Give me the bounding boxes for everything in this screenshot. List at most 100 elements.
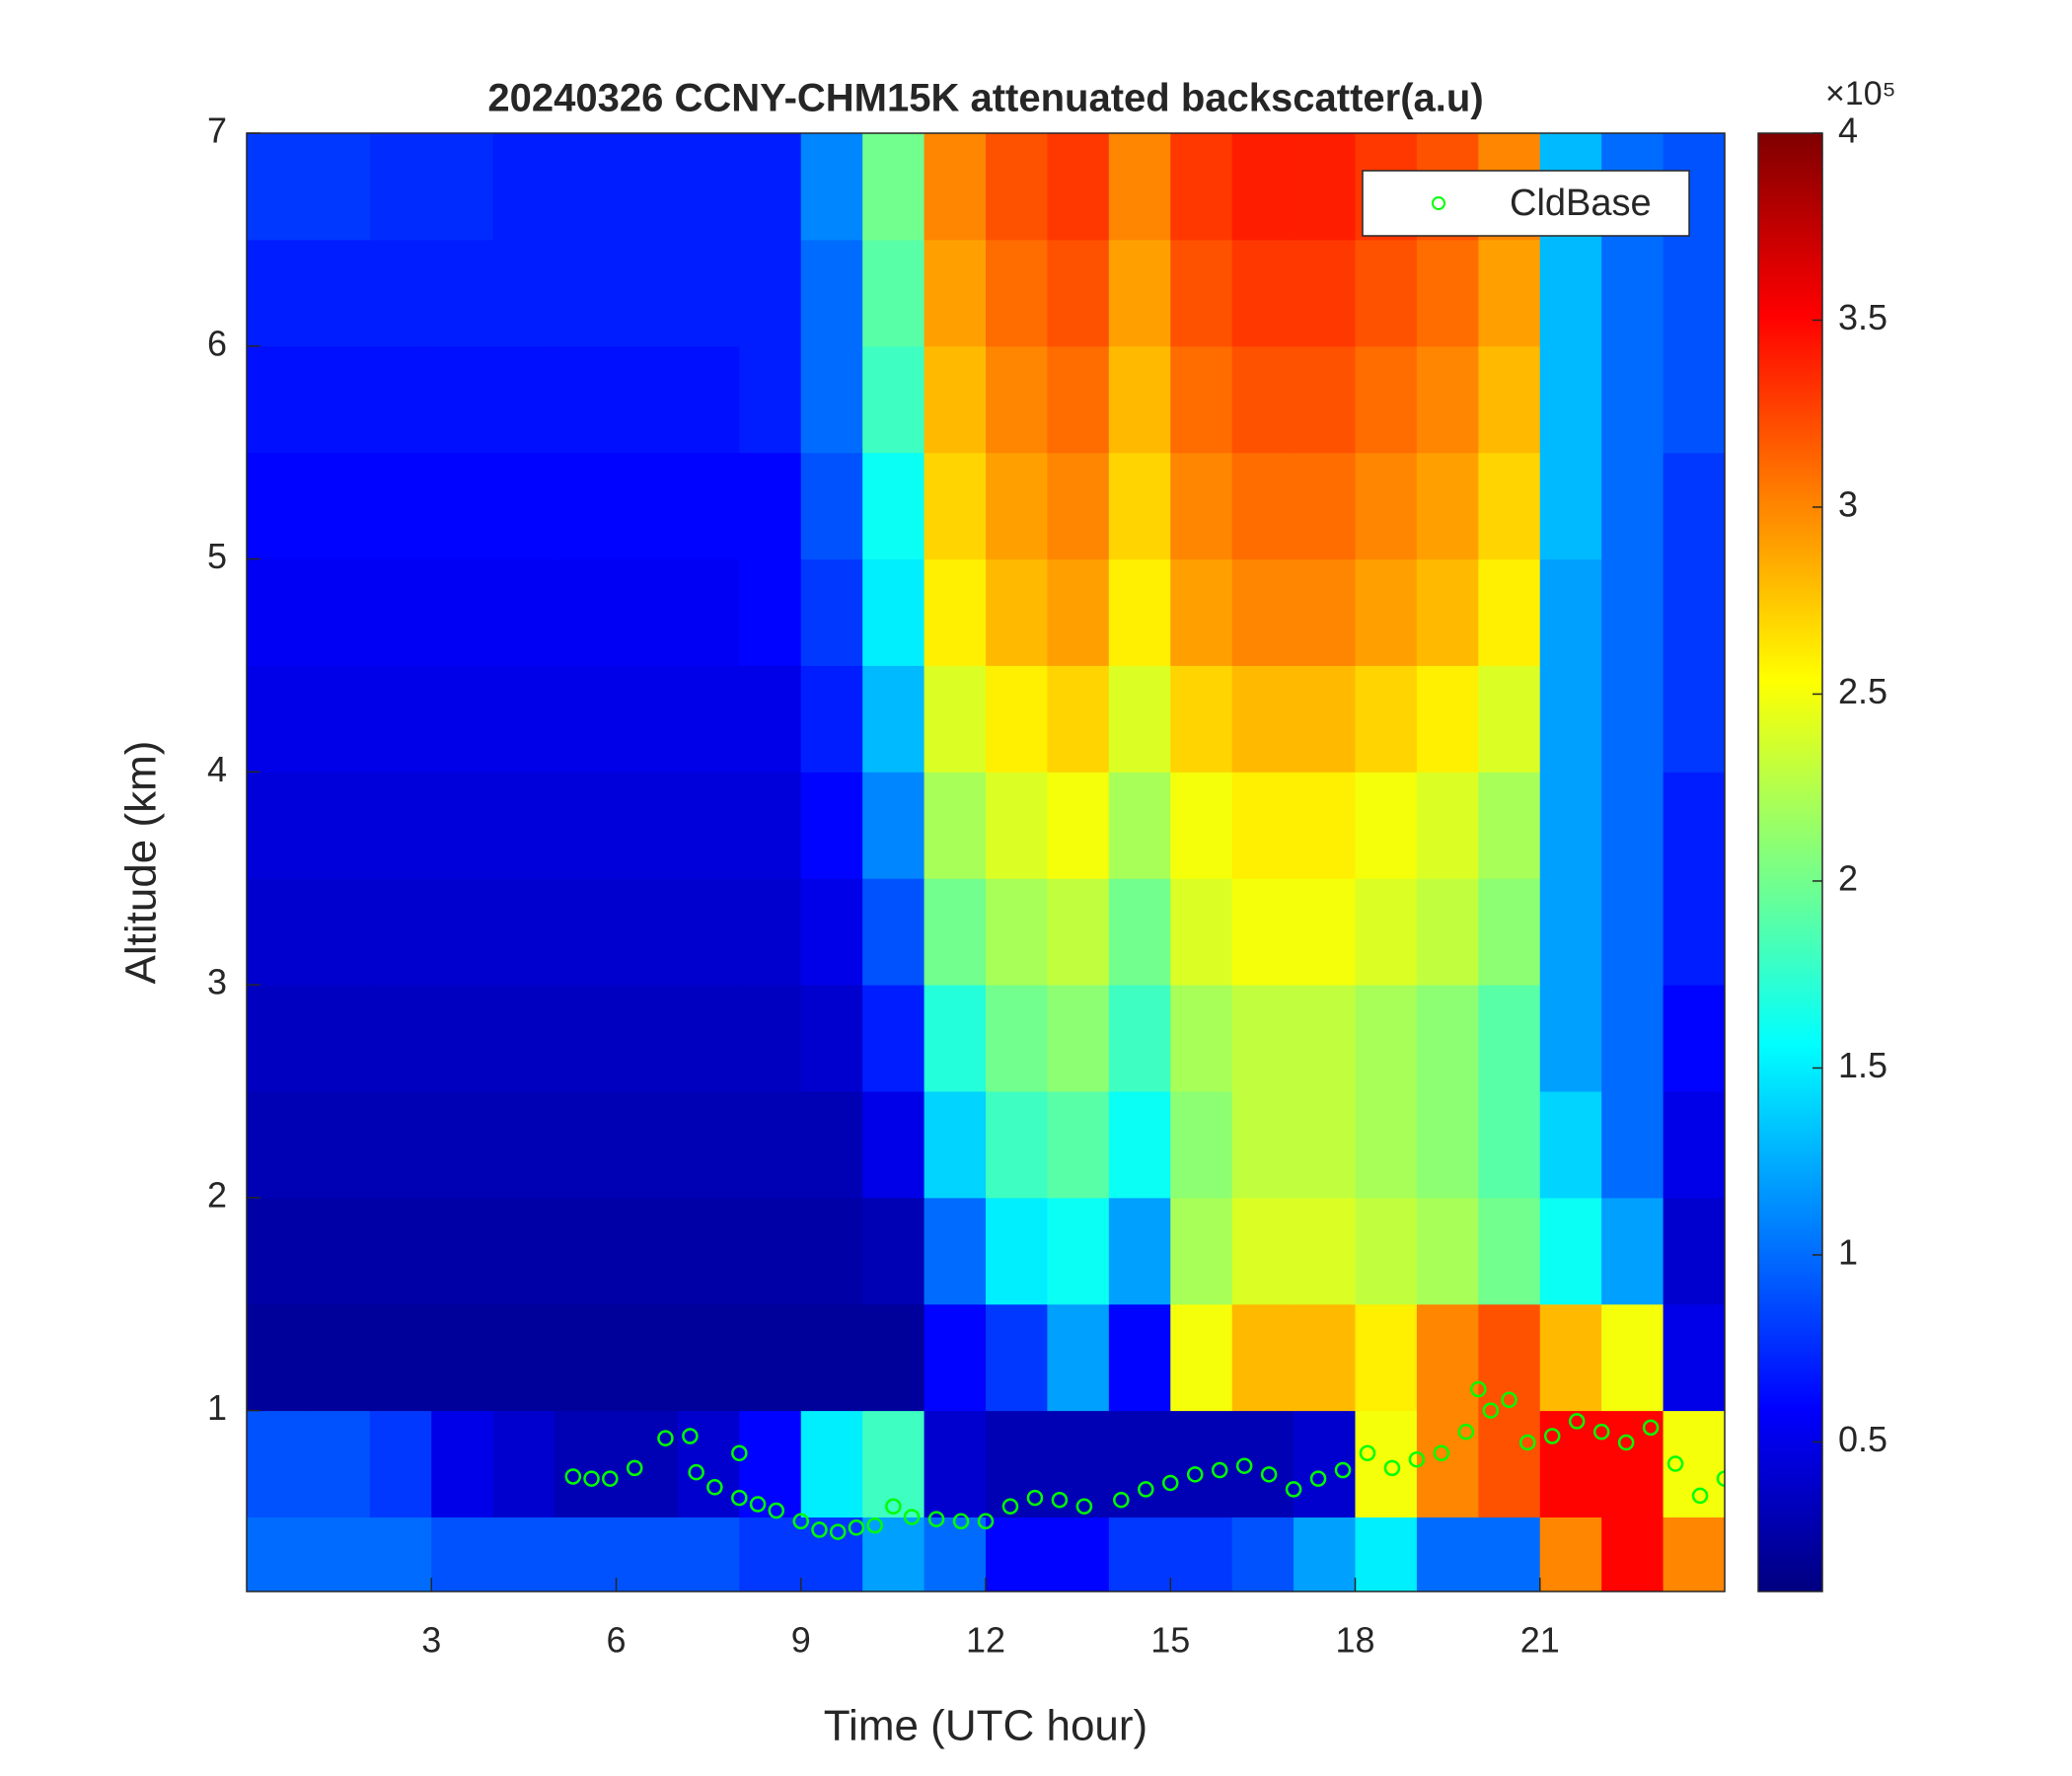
heat-cell: [308, 133, 371, 241]
heat-cell: [1355, 558, 1418, 666]
heat-cell: [924, 133, 987, 241]
heat-cell: [739, 133, 802, 241]
heat-cell: [308, 878, 371, 986]
heat-cell: [308, 985, 371, 1092]
cloud-base-point: [564, 1468, 582, 1485]
heat-cell: [247, 1410, 309, 1517]
heat-cell: [1355, 665, 1418, 773]
heat-cell: [1231, 1090, 1295, 1199]
heat-cell: [1047, 985, 1110, 1092]
heat-cell: [1478, 985, 1541, 1092]
y-tick-label: 4: [207, 749, 227, 789]
cloud-base-point: [1666, 1455, 1684, 1472]
heat-cell: [555, 985, 617, 1092]
heat-cell: [247, 345, 309, 454]
heat-cell: [616, 772, 679, 879]
heat-cell: [431, 1410, 494, 1517]
heat-cell: [1601, 239, 1665, 347]
heat-cell: [431, 1090, 494, 1199]
heat-cell: [862, 345, 925, 454]
heat-cell: [308, 558, 371, 666]
heat-cell: [677, 1410, 740, 1517]
heat-cell: [862, 1410, 925, 1517]
heat-cell: [1416, 1517, 1479, 1591]
heat-cell: [492, 878, 555, 986]
heat-cell: [616, 878, 679, 986]
heat-cell: [924, 558, 987, 666]
heat-cell: [677, 239, 740, 347]
heat-cell: [555, 1410, 617, 1517]
heat-cell: [1047, 878, 1110, 986]
heat-cell: [369, 452, 432, 560]
heat-cell: [1663, 239, 1725, 347]
heat-cell: [739, 452, 802, 560]
heat-cell: [1663, 1303, 1725, 1412]
heat-cell: [986, 345, 1048, 454]
heat-cell: [1478, 1410, 1541, 1517]
heat-cell: [369, 665, 432, 773]
heat-cell: [924, 1090, 987, 1199]
heat-cell: [431, 133, 494, 241]
cloud-base-point: [1211, 1461, 1228, 1479]
cloud-base-point: [1285, 1481, 1302, 1498]
heat-cell: [924, 1517, 987, 1591]
heat-cell: [492, 558, 555, 666]
heat-cell: [431, 452, 494, 560]
colorbar-tick-label: 3: [1838, 483, 1858, 524]
cloud-base-point: [731, 1444, 748, 1462]
heat-cell: [677, 452, 740, 560]
cloud-base-point: [1470, 1380, 1487, 1398]
heat-cell: [1108, 1303, 1171, 1412]
heat-cell: [1416, 985, 1479, 1092]
heat-cell: [924, 878, 987, 986]
x-tick-label: 15: [1150, 1620, 1190, 1661]
heat-cell: [1108, 133, 1171, 241]
x-tick-label: 12: [966, 1620, 1005, 1661]
colorbar-multiplier: ×10⁵: [1825, 75, 1896, 112]
cloud-base-point: [1383, 1459, 1401, 1477]
heat-cell: [492, 985, 555, 1092]
heat-cell: [492, 1090, 555, 1199]
cloud-base-point: [1235, 1457, 1253, 1474]
cloud-base-point: [1186, 1466, 1204, 1483]
cloud-base-point: [1457, 1423, 1475, 1441]
heat-cell: [431, 558, 494, 666]
heat-cell: [1170, 985, 1233, 1092]
heat-cell: [924, 985, 987, 1092]
y-tick-label: 6: [207, 323, 227, 363]
cloud-base-point: [848, 1519, 865, 1536]
heat-cell: [308, 239, 371, 347]
heat-cell: [1355, 1197, 1418, 1305]
heat-cell: [862, 558, 925, 666]
heat-cell: [862, 1303, 925, 1412]
heat-cell: [1416, 1303, 1479, 1412]
heat-cell: [369, 1303, 432, 1412]
heat-cell: [1478, 665, 1541, 773]
heat-cell: [1108, 239, 1171, 347]
heat-cell: [677, 345, 740, 454]
heat-cell: [308, 345, 371, 454]
heat-cell: [1294, 985, 1356, 1092]
heat-cell: [1663, 665, 1725, 773]
heat-cell: [1355, 985, 1418, 1092]
heat-cell: [1416, 772, 1479, 879]
heat-cell: [1601, 1197, 1665, 1305]
heat-cell: [555, 1197, 617, 1305]
heat-cell: [1170, 452, 1233, 560]
colorbar-tick-label: 3.5: [1838, 297, 1887, 337]
x-tick-label: 3: [421, 1620, 441, 1661]
heat-cell: [1294, 133, 1356, 241]
heat-cell: [986, 772, 1048, 879]
heat-cell: [1294, 558, 1356, 666]
heat-cell: [1416, 1090, 1479, 1199]
heat-cell: [1231, 878, 1295, 986]
heat-cell: [1478, 772, 1541, 879]
heat-cell: [1047, 558, 1110, 666]
heat-cell: [492, 133, 555, 241]
heat-cell: [739, 1410, 802, 1517]
heat-cell: [739, 1090, 802, 1199]
heat-cell: [739, 1197, 802, 1305]
cloud-base-point: [792, 1513, 809, 1530]
heat-cell: [1663, 985, 1725, 1092]
heat-cell: [1047, 665, 1110, 773]
